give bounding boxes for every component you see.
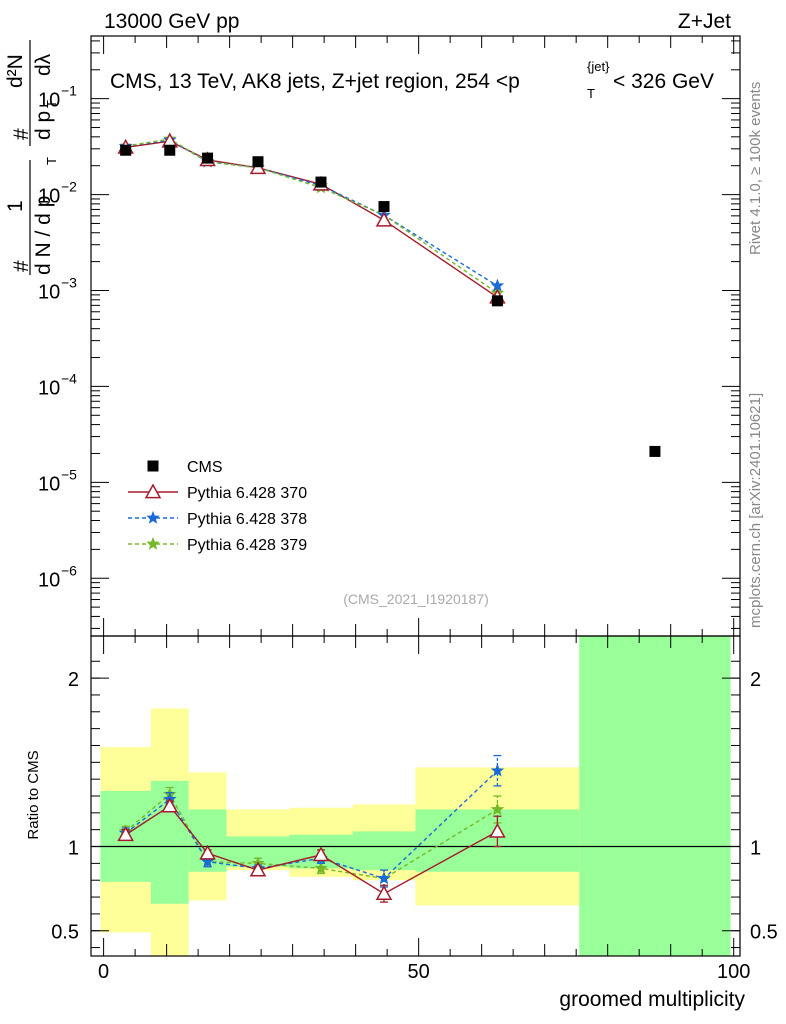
ratio-ytick-label-2: 2: [68, 669, 79, 691]
header-right: Z+Jet: [678, 10, 731, 33]
main-ytick-label-base-1: 10: [38, 473, 60, 495]
ratio-marker-2-6: [490, 802, 505, 816]
cms-point-7: [649, 445, 661, 457]
ylabel-num-denom-sub: T: [44, 100, 59, 108]
mcplots-label: mcplots.cern.ch [arXiv:2401.10621]: [747, 393, 764, 628]
ratio-marker-2-4: [314, 861, 328, 875]
ylabel-denom-sub: T: [44, 157, 59, 165]
ratio-ytick-label-right-0: 0.5: [750, 922, 778, 944]
ratio-series: [117, 754, 506, 903]
ratio-marker-0-2: [199, 844, 216, 860]
cms-point-0: [120, 144, 132, 156]
band-green-7: [579, 636, 731, 956]
ratio-ytick-label-1: 1: [68, 838, 79, 860]
x-tick-label-2: 100: [717, 961, 750, 983]
cms-point-4: [315, 176, 327, 188]
ratio-marker-0-0: [117, 826, 134, 842]
legend-label-1: Pythia 6.428 370: [187, 485, 307, 502]
cms-point-3: [252, 156, 264, 168]
ylabel-hash-2: #: [10, 128, 33, 140]
cms-point-6: [491, 295, 503, 307]
ratio-bands: [100, 636, 731, 956]
main-line-2: [125, 139, 498, 287]
ratio-marker-1-2: [200, 854, 215, 868]
x-axis-label: groomed multiplicity: [559, 988, 745, 1011]
cms-point-5: [378, 201, 390, 213]
ratio-x-axis: 0 50 100: [98, 636, 750, 983]
ratio-marker-1-5: [377, 871, 391, 885]
ylabel-denom: d N / d p: [32, 196, 55, 275]
chart-title: CMS, 13 TeV, AK8 jets, Z+jet region, 254…: [110, 70, 520, 93]
main-ytick-label-exp-0: −6: [61, 562, 77, 578]
ratio-marker-0-3: [249, 861, 267, 877]
main-ytick-label-base-5: 10: [38, 90, 60, 112]
chart-title-sup: {jet}: [587, 59, 610, 74]
rivet-label: Rivet 4.1.0, ≥ 100k events: [747, 82, 764, 255]
legend-marker-cms: [147, 460, 159, 472]
ratio-y-label: Ratio to CMS: [25, 750, 42, 839]
band-green-5: [352, 831, 416, 871]
main-series: [117, 131, 661, 457]
ratio-ytick-label-right-2: 2: [750, 669, 761, 691]
legend: CMS Pythia 6.428 370 Pythia 6.428 378 Pythi…: [128, 459, 307, 554]
main-ytick-label-exp-4: −2: [61, 179, 77, 195]
main-y-label: # 1 d N / d p T # d²N d p T dλ: [4, 40, 59, 275]
ratio-marker-1-6: [490, 763, 505, 777]
main-ytick-label-exp-2: −4: [61, 370, 77, 386]
ratio-marker-0-1: [161, 797, 179, 813]
ylabel-num-denom: d p: [32, 111, 55, 140]
legend-marker-3: [146, 536, 160, 550]
ratio-y-axis: 0.5 0.5 1 1 2 2: [51, 660, 778, 949]
main-x-axis: [103, 36, 735, 636]
header-left: 13000 GeV pp: [104, 10, 239, 33]
ratio-marker-0-4: [312, 846, 330, 862]
x-tick-label-1: 50: [408, 961, 430, 983]
main-ytick-label-exp-3: −3: [61, 274, 77, 290]
analysis-watermark: (CMS_2021_I1920187): [343, 591, 489, 607]
main-ytick-label-base-2: 10: [38, 377, 60, 399]
cms-point-1: [164, 144, 176, 156]
main-ytick-label-base-0: 10: [38, 569, 60, 591]
chart-title-tail: < 326 GeV: [613, 70, 714, 93]
legend-label-0: CMS: [187, 459, 223, 476]
legend-marker-1: [144, 483, 162, 499]
main-marker-1-5: [375, 211, 393, 227]
ratio-ytick-label-0: 0.5: [51, 922, 79, 944]
legend-label-3: Pythia 6.428 379: [187, 537, 307, 554]
main-line-3: [125, 138, 498, 294]
legend-label-2: Pythia 6.428 378: [187, 511, 307, 528]
ylabel-num: d²N: [4, 54, 27, 88]
main-ytick-label-base-4: 10: [38, 186, 60, 208]
ratio-ytick-label-right-1: 1: [750, 838, 761, 860]
ratio-marker-0-6: [489, 822, 506, 838]
chart-title-sub: T: [587, 86, 595, 101]
ylabel-hash-1: #: [10, 260, 33, 272]
ylabel-one: 1: [4, 200, 27, 212]
legend-marker-2: [146, 510, 160, 524]
ylabel-num-denom-tail: dλ: [32, 53, 55, 76]
cms-point-2: [202, 152, 214, 164]
main-ytick-label-base-3: 10: [38, 281, 60, 303]
ratio-marker-0-5: [375, 885, 393, 901]
main-ytick-label-exp-5: −1: [61, 83, 77, 99]
main-line-1: [125, 140, 498, 298]
main-ytick-label-exp-1: −5: [61, 466, 77, 482]
main-marker-2-6: [490, 278, 505, 292]
main-y-axis: 10−610−510−410−310−210−1: [38, 40, 740, 629]
x-tick-label-0: 0: [98, 961, 109, 983]
